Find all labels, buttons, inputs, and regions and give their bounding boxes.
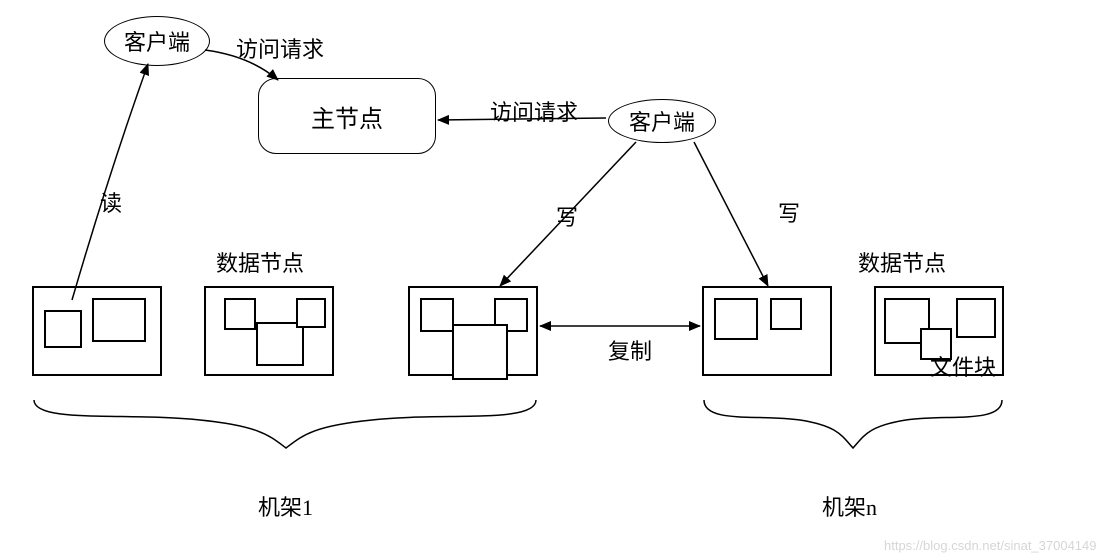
brace-rack-1 — [34, 400, 536, 448]
write-2-label: 写 — [778, 196, 800, 228]
watermark-text: https://blog.csdn.net/sinat_37004149 — [884, 538, 1097, 553]
client2-node: 客户端 — [608, 99, 716, 143]
client1-node: 客户端 — [104, 16, 210, 66]
master-label: 主节点 — [311, 99, 383, 134]
edge-read — [72, 64, 148, 300]
write-1-label: 写 — [556, 200, 578, 232]
client1-label: 客户端 — [124, 25, 190, 57]
file-block — [452, 324, 508, 380]
client2-label: 客户端 — [629, 105, 695, 137]
edge-write-2 — [694, 142, 768, 286]
brace-rack-n — [704, 400, 1002, 448]
copy-label: 复制 — [608, 334, 652, 366]
file-block — [296, 298, 326, 328]
read-label: 读 — [100, 186, 122, 218]
access-request-2-label: 访问请求 — [490, 95, 578, 127]
file-block — [956, 298, 996, 338]
rack-n-label: 机架n — [822, 490, 877, 522]
file-block — [44, 310, 82, 348]
datanode-label-2: 数据节点 — [858, 246, 946, 278]
file-block — [256, 322, 304, 366]
file-block — [420, 298, 454, 332]
file-block — [92, 298, 146, 342]
file-block — [770, 298, 802, 330]
file-block — [714, 298, 758, 340]
rack-1-label: 机架1 — [258, 490, 313, 522]
master-node: 主节点 — [258, 78, 436, 154]
datanode-label-1: 数据节点 — [216, 246, 304, 278]
fileblock-label: 文件块 — [930, 350, 996, 382]
file-block — [224, 298, 256, 330]
access-request-1-label: 访问请求 — [236, 32, 324, 64]
